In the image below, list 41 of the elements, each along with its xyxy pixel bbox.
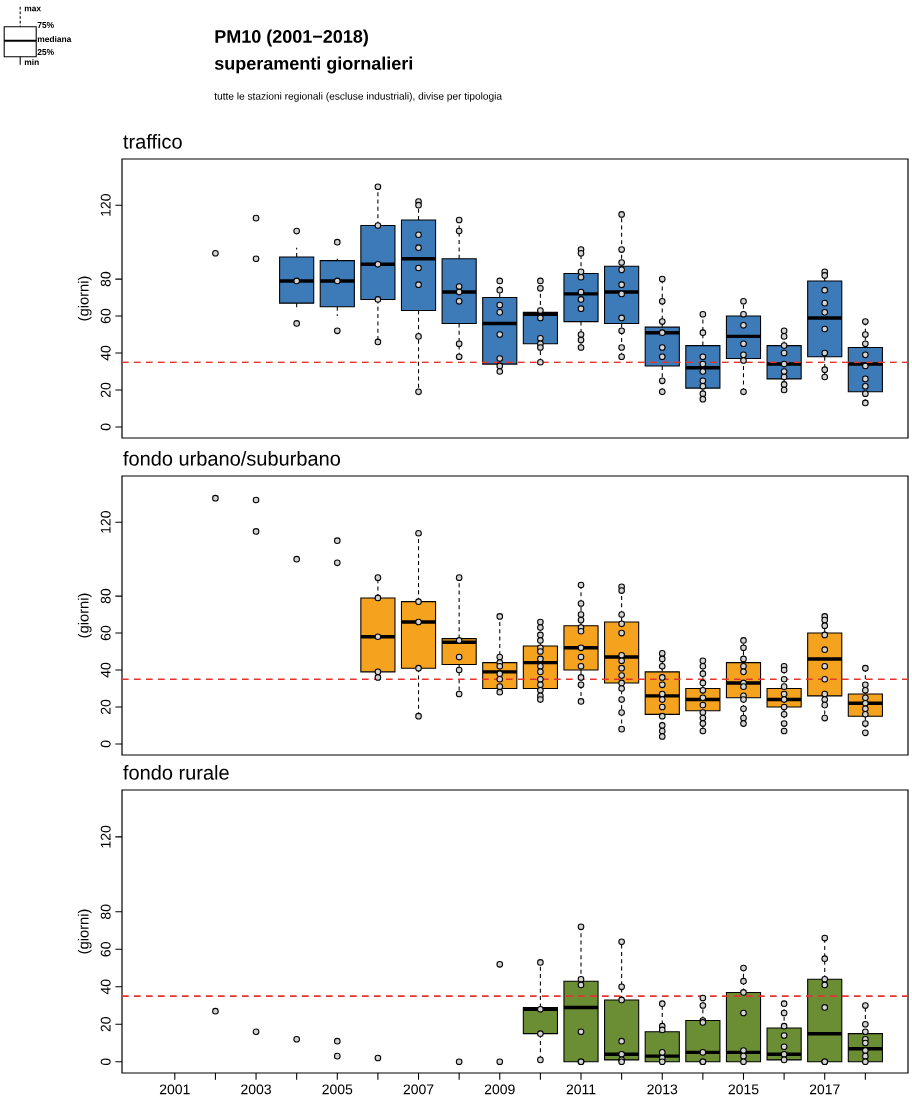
x-tick-label: 2007: [403, 1084, 434, 1095]
y-tick-label: 80: [100, 904, 111, 920]
y-tick-label: 20: [100, 382, 111, 398]
text: min: [24, 58, 39, 66]
chart-title: fondo rurale: [123, 765, 229, 780]
y-tick-label: 40: [100, 345, 111, 361]
text: 75%: [37, 22, 54, 28]
y-tick-label: 20: [100, 699, 111, 715]
y-tick-label: 60: [100, 308, 111, 324]
y-tick-label: 0: [100, 1058, 111, 1066]
y-tick-label: 20: [100, 1017, 111, 1032]
text: tutte le stazioni regionali (escluse industriali), divise per tipologia: [214, 92, 503, 102]
y-tick-label: 60: [100, 942, 111, 957]
x-tick-label: 2015: [728, 1084, 759, 1095]
x-tick-label: 2001: [159, 1084, 190, 1095]
y-tick-label: 120: [100, 194, 111, 216]
text: max: [24, 6, 42, 12]
chart-title: fondo urbano/suburbano: [123, 451, 340, 466]
y-tick-label: 60: [100, 625, 111, 641]
y-tick-label: 80: [100, 271, 111, 287]
y-tick-label: 120: [100, 825, 111, 848]
text: 25%: [37, 49, 54, 55]
y-tick-label: 80: [100, 588, 111, 604]
x-tick-label: 2003: [241, 1084, 271, 1095]
x-tick-label: 2011: [566, 1084, 596, 1095]
y-tick-label: 0: [100, 423, 111, 431]
x-tick-label: 2013: [647, 1084, 678, 1095]
x-tick-label: 2009: [484, 1084, 515, 1095]
y-tick-label: 0: [100, 740, 111, 748]
y-tick-label: 40: [100, 979, 111, 995]
y-axis-title: (giorni): [77, 276, 92, 321]
x-tick-label: 2017: [809, 1084, 840, 1095]
text: superamenti giornalieri: [214, 56, 413, 74]
x-tick-label: 2005: [322, 1084, 353, 1095]
text: mediana: [37, 35, 72, 43]
y-axis-title: (giorni): [77, 593, 92, 638]
text: PM10 (2001−2018): [215, 29, 368, 47]
y-tick-label: 120: [100, 511, 111, 533]
y-axis-title: (giorni): [77, 909, 92, 954]
y-tick-label: 40: [100, 662, 111, 678]
chart-title: traffico: [123, 134, 182, 149]
